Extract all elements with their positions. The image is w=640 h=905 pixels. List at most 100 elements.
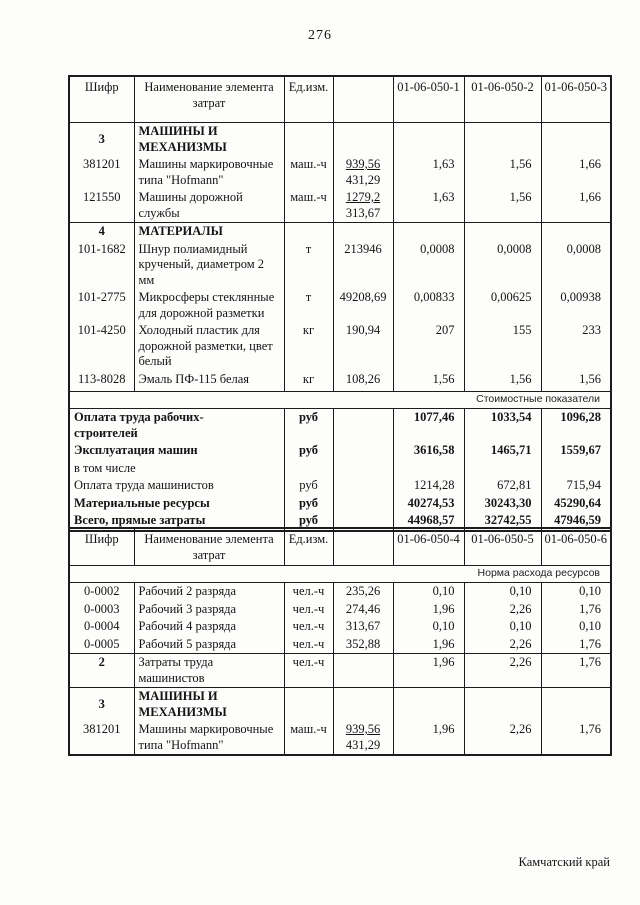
cell-value-3: 1,76 bbox=[540, 721, 612, 755]
table-row: 101-4250 Холодный пластик для дорожной р… bbox=[68, 322, 612, 371]
table-row: Эксплуатация машин руб 3616,58 1465,71 1… bbox=[68, 442, 612, 460]
cell-unit: маш.-ч bbox=[283, 721, 334, 755]
cell-name: Эмаль ПФ-115 белая bbox=[133, 370, 285, 392]
cell-value-3: 0,10 bbox=[540, 618, 612, 636]
cell-price bbox=[332, 222, 394, 241]
cell-value-1: 0,0008 bbox=[392, 240, 465, 289]
cell-name: Затраты труда машинистов bbox=[133, 653, 285, 688]
header-unit: Ед.изм. bbox=[283, 76, 334, 123]
cell-value-2: 2,26 bbox=[463, 721, 542, 755]
header-unit: Ед.изм. bbox=[283, 528, 334, 566]
summary-name: Оплата труда машинистов bbox=[68, 477, 285, 495]
cell-price: 352,88 bbox=[332, 635, 394, 654]
summary-value-1: 3616,58 bbox=[392, 442, 465, 460]
summary-name-text: Оплата труда рабочих-строителей bbox=[74, 410, 204, 440]
cell-unit: чел.-ч bbox=[283, 618, 334, 636]
header-norm-code-3: 01-06-050-3 bbox=[540, 76, 612, 123]
cell-value-2: 2,26 bbox=[463, 653, 542, 688]
cell-value-2: 1,56 bbox=[463, 189, 542, 223]
cell-code: 101-1682 bbox=[68, 240, 135, 289]
cell-price: 274,46 bbox=[332, 600, 394, 618]
summary-value-3: 47946,59 bbox=[540, 512, 612, 531]
summary-blank bbox=[332, 477, 394, 495]
cell-value-2: 1,56 bbox=[463, 156, 542, 189]
cell-name: МАТЕРИАЛЫ bbox=[133, 222, 285, 241]
cell-unit: маш.-ч bbox=[283, 156, 334, 189]
cell-value-3: 1,76 bbox=[540, 653, 612, 688]
summary-unit bbox=[283, 459, 334, 477]
summary-value-1: 1214,28 bbox=[392, 477, 465, 495]
cell-name: МАШИНЫ И МЕХАНИЗМЫ bbox=[133, 122, 285, 156]
table-row: 381201 Машины маркировочные типа "Hofman… bbox=[68, 721, 612, 755]
summary-value-1: 40274,53 bbox=[392, 494, 465, 512]
header-code: Шифр bbox=[68, 528, 135, 566]
cell-value-2: 0,0008 bbox=[463, 240, 542, 289]
cell-value-2: 2,26 bbox=[463, 635, 542, 654]
cell-value-1: 1,96 bbox=[392, 721, 465, 755]
cell-value-2 bbox=[463, 687, 542, 721]
header-blank bbox=[332, 76, 394, 123]
cell-code: 121550 bbox=[68, 189, 135, 223]
header-name: Наименование элемента затрат bbox=[133, 76, 285, 123]
cell-code: 4 bbox=[68, 222, 135, 241]
price-numerator: 1279,2 bbox=[345, 190, 381, 204]
summary-value-2: 1033,54 bbox=[463, 408, 542, 442]
cell-code: 2 bbox=[68, 653, 135, 688]
cell-unit bbox=[283, 687, 334, 721]
cell-value-2: 1,56 bbox=[463, 370, 542, 392]
cell-code: 0-0002 bbox=[68, 582, 135, 601]
cell-code: 101-4250 bbox=[68, 322, 135, 371]
header-norm-code-2: 01-06-050-5 bbox=[463, 528, 542, 566]
cell-value-3 bbox=[540, 122, 612, 156]
header-name: Наименование элемента затрат bbox=[133, 528, 285, 566]
cell-name: Машины маркировочные типа "Hofmann" bbox=[133, 156, 285, 189]
table-row: Всего, прямые затраты руб 44968,57 32742… bbox=[68, 512, 612, 531]
cell-value-1: 1,96 bbox=[392, 635, 465, 654]
price-denominator: 313,67 bbox=[345, 205, 381, 220]
cell-name: Машины дорожной службы bbox=[133, 189, 285, 223]
table-header-row: Шифр Наименование элемента затрат Ед.изм… bbox=[68, 528, 612, 566]
header-blank bbox=[332, 528, 394, 566]
cell-value-2 bbox=[463, 122, 542, 156]
table-row: Оплата труда рабочих-строителей руб 1077… bbox=[68, 408, 612, 442]
summary-unit: руб bbox=[283, 477, 334, 495]
cell-value-3: 1,66 bbox=[540, 156, 612, 189]
table-row: 2 Затраты труда машинистов чел.-ч 1,96 2… bbox=[68, 653, 612, 688]
summary-blank bbox=[332, 494, 394, 512]
price-denominator: 431,29 bbox=[345, 737, 381, 752]
cell-value-1: 0,00833 bbox=[392, 289, 465, 322]
cell-name: МАШИНЫ И МЕХАНИЗМЫ bbox=[133, 687, 285, 721]
cell-unit bbox=[283, 222, 334, 241]
cell-value-2: 0,00625 bbox=[463, 289, 542, 322]
cell-value-1: 1,63 bbox=[392, 189, 465, 223]
cell-value-1 bbox=[392, 122, 465, 156]
cell-value-1 bbox=[392, 687, 465, 721]
cell-value-3: 233 bbox=[540, 322, 612, 371]
cell-value-1: 1,96 bbox=[392, 600, 465, 618]
cell-name: Шнур полиамидный крученый, диаметром 2 м… bbox=[133, 240, 285, 289]
cell-price: 939,56 431,29 bbox=[332, 721, 394, 755]
summary-name: Оплата труда рабочих-строителей bbox=[68, 408, 285, 442]
page-number: 276 bbox=[308, 28, 332, 43]
summary-name: в том числе bbox=[68, 459, 285, 477]
summary-value-3: 1559,67 bbox=[540, 442, 612, 460]
table-row: 101-2775 Микросферы стеклянные для дорож… bbox=[68, 289, 612, 322]
cell-code: 101-2775 bbox=[68, 289, 135, 322]
table-row: 0-0002 Рабочий 2 разряда чел.-ч 235,26 0… bbox=[68, 582, 612, 601]
cell-value-1: 207 bbox=[392, 322, 465, 371]
cell-unit: маш.-ч bbox=[283, 189, 334, 223]
price-denominator: 431,29 bbox=[345, 172, 381, 187]
cell-code: 3 bbox=[68, 687, 135, 721]
cell-unit: чел.-ч bbox=[283, 600, 334, 618]
cell-code: 0-0003 bbox=[68, 600, 135, 618]
table-row: 113-8028 Эмаль ПФ-115 белая кг 108,26 1,… bbox=[68, 370, 612, 392]
cost-table-050-1-3: Шифр Наименование элемента затрат Ед.изм… bbox=[68, 75, 612, 532]
cell-price: 190,94 bbox=[332, 322, 394, 371]
cell-code: 0-0004 bbox=[68, 618, 135, 636]
cell-price: 49208,69 bbox=[332, 289, 394, 322]
cell-value-1 bbox=[392, 222, 465, 241]
summary-value-2: 30243,30 bbox=[463, 494, 542, 512]
summary-name: Эксплуатация машин bbox=[68, 442, 285, 460]
table-row: 0-0005 Рабочий 5 разряда чел.-ч 352,88 1… bbox=[68, 635, 612, 654]
cell-value-3 bbox=[540, 687, 612, 721]
